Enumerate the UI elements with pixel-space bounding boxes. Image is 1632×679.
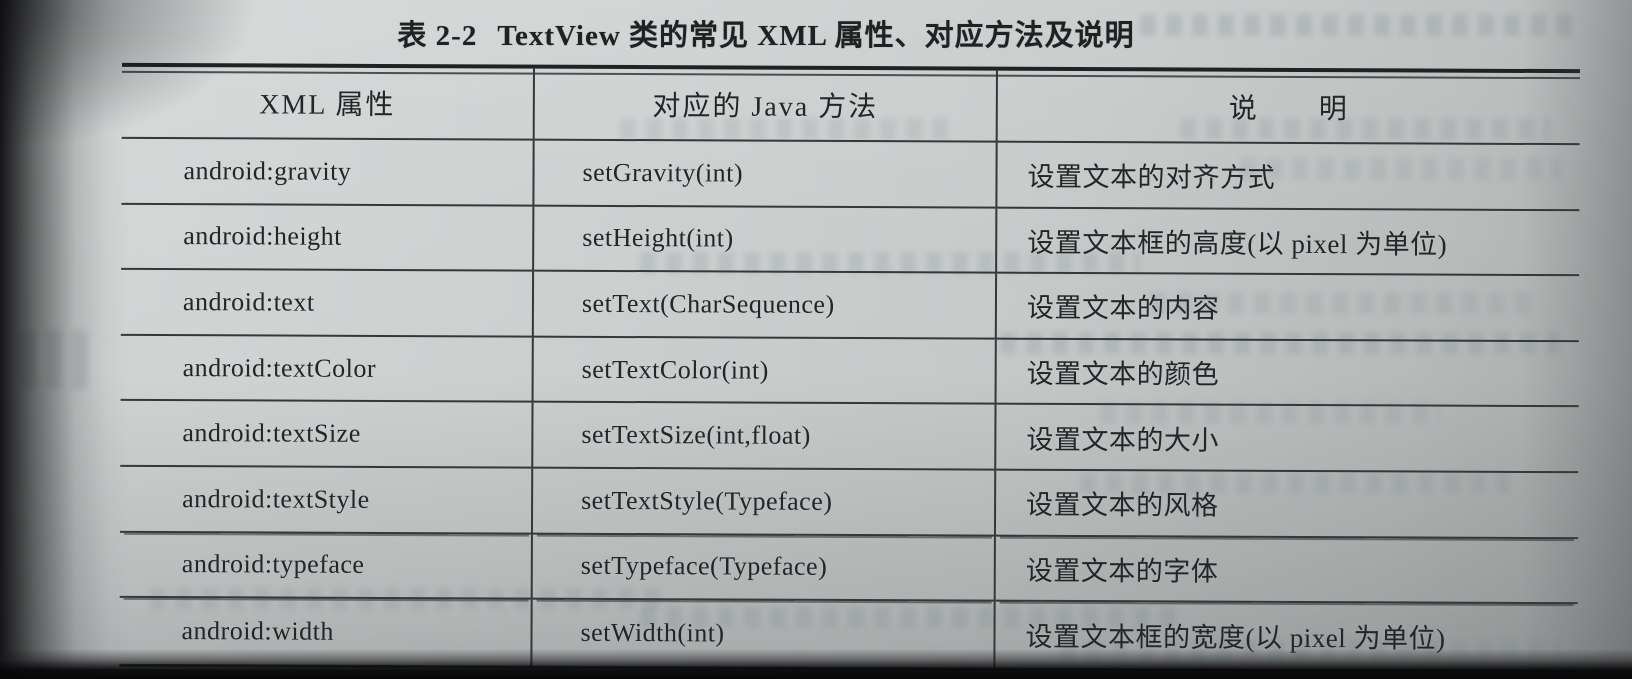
cell-method: setTextColor(int): [533, 337, 997, 406]
table-caption: 表 2-2 TextView 类的常见 XML 属性、对应方法及说明: [0, 12, 1532, 54]
cell-attr: android:height: [121, 204, 535, 272]
table-caption-title: TextView 类的常见 XML 属性、对应方法及说明: [497, 20, 1135, 52]
cell-attr: android:textSize: [120, 401, 534, 469]
cell-desc: 设置文本的颜色: [996, 339, 1579, 408]
cell-method: setGravity(int): [534, 140, 998, 209]
cell-method: setTextSize(int,float): [533, 402, 997, 471]
cell-attr: android:gravity: [121, 138, 535, 207]
cell-attr: android:typeface: [119, 532, 533, 600]
cell-method: setTypeface(Typeface): [532, 534, 996, 602]
cell-attr: android:textColor: [120, 335, 534, 403]
cell-attr: android:width: [119, 597, 533, 666]
cell-desc: 设置文本的风格: [995, 470, 1579, 539]
textview-attributes-table: XML 属性 对应的 Java 方法 说 明 android:gravity s…: [119, 62, 1580, 673]
cell-desc: 设置文本框的高度(以 pixel 为单位): [997, 208, 1580, 277]
cell-desc: 设置文本的字体: [995, 536, 1578, 605]
cell-attr: android:text: [120, 270, 535, 338]
cell-desc: 设置文本的对齐方式: [997, 142, 1580, 211]
column-header-description: 说 明: [997, 70, 1580, 146]
cell-method: setHeight(int): [534, 206, 998, 274]
column-header-java-method: 对应的 Java 方法: [534, 68, 998, 143]
cell-desc: 设置文本的内容: [996, 273, 1580, 342]
cell-attr: android:textStyle: [119, 466, 534, 535]
cell-method: setText(CharSequence): [533, 271, 998, 340]
cell-desc: 设置文本框的宽度(以 pixel 为单位): [1025, 622, 1446, 655]
table-caption-number: 表 2-2: [397, 20, 478, 52]
cell-method: setTextStyle(Typeface): [532, 468, 997, 537]
cell-method: setWidth(int): [532, 599, 996, 668]
column-header-xml-attribute: XML 属性: [121, 66, 535, 141]
cell-desc: 设置文本的大小: [996, 405, 1579, 474]
